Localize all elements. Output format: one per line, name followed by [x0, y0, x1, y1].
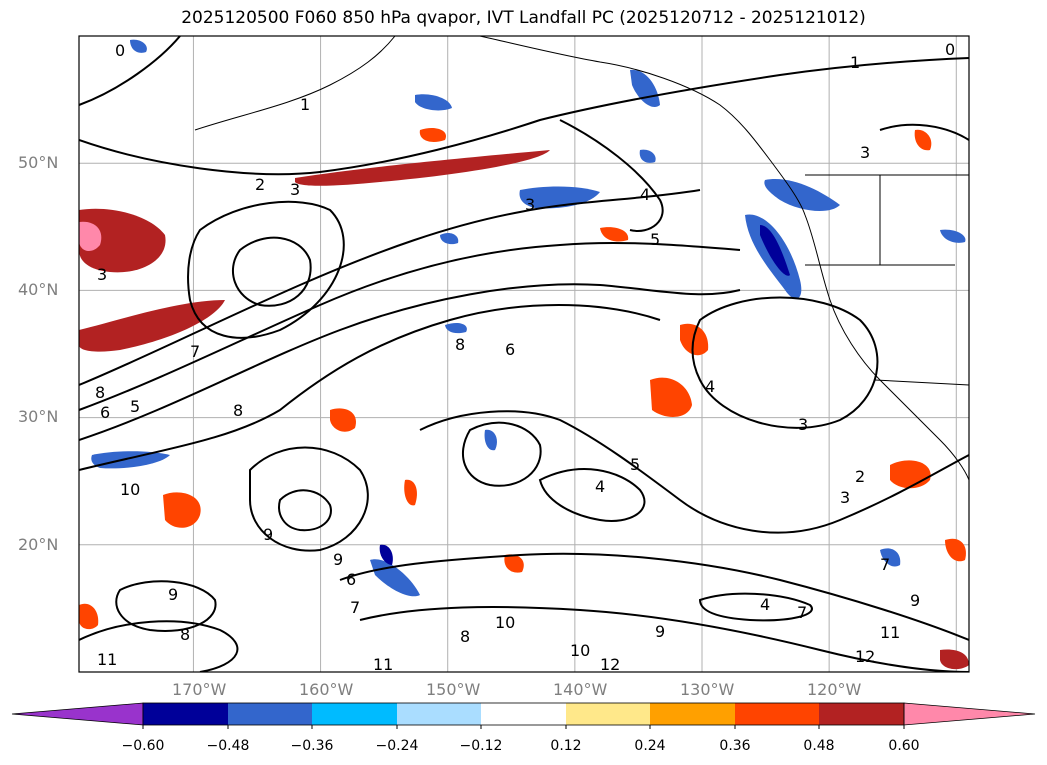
colorbar-segment — [312, 703, 397, 725]
contour-label: 4 — [705, 377, 715, 396]
contour-label: 11 — [97, 650, 117, 669]
contour-label: 4 — [640, 185, 650, 204]
colorbar-segment — [566, 703, 650, 725]
contour-label: 3 — [97, 265, 107, 284]
contour-label: 5 — [130, 397, 140, 416]
contour-label: 11 — [880, 623, 900, 642]
contour-label: 3 — [290, 180, 300, 199]
colorbar-outline — [142, 702, 905, 726]
contour-label: 5 — [650, 230, 660, 249]
contour-label: 2 — [855, 467, 865, 486]
contour-label: 10 — [570, 641, 590, 660]
colorbar-tick-label: 0.24 — [634, 738, 666, 754]
contour-label: 8 — [95, 383, 105, 402]
map-plot-area: 2 3 1 0 3 4 5 6 7 8 8 5 6 8 10 4 3 2 3 5… — [79, 36, 969, 674]
lat-label: 50°N — [18, 153, 59, 172]
contour-label: 9 — [333, 550, 343, 569]
colorbar-extend-low — [11, 702, 144, 726]
colorbar-tick-label: 0.12 — [550, 738, 582, 754]
positive-anomaly-fills — [79, 128, 969, 670]
colorbar-tick-label: −0.24 — [375, 738, 419, 754]
contour-label: 4 — [760, 595, 770, 614]
contour-label: 2 — [255, 175, 265, 194]
lon-label: 140°W — [553, 680, 608, 699]
contour-label: 8 — [180, 625, 190, 644]
contour-label: 1 — [850, 53, 860, 72]
contour-label: 7 — [797, 603, 807, 622]
lon-label: 120°W — [807, 680, 862, 699]
contour-label: 6 — [505, 340, 515, 359]
contour-label: 7 — [350, 598, 360, 617]
contour-label: 10 — [120, 480, 140, 499]
contour-label: 9 — [168, 585, 178, 604]
contour-label: 7 — [190, 342, 200, 361]
gridlines — [79, 36, 969, 672]
contour-label: 11 — [373, 655, 393, 674]
lat-label: 20°N — [18, 535, 59, 554]
plot-title: 2025120500 F060 850 hPa qvapor, IVT Land… — [181, 8, 866, 28]
colorbar-tick-label: −0.12 — [459, 738, 503, 754]
ivt-contours — [79, 36, 969, 672]
contour-label: 12 — [855, 647, 875, 666]
contour-label: 8 — [455, 335, 465, 354]
contour-label: 9 — [910, 591, 920, 610]
contour-label: 4 — [595, 477, 605, 496]
contour-labels: 2 3 1 0 3 4 5 6 7 8 8 5 6 8 10 4 3 2 3 5… — [95, 40, 955, 674]
contour-label: 8 — [460, 627, 470, 646]
lon-label: 130°W — [680, 680, 735, 699]
lat-label: 40°N — [18, 280, 59, 299]
contour-label: 0 — [115, 41, 125, 60]
lon-label: 170°W — [172, 680, 227, 699]
contour-label: 7 — [880, 555, 890, 574]
contour-label: 9 — [655, 622, 665, 641]
coastlines — [194, 36, 969, 481]
lat-label: 30°N — [18, 407, 59, 426]
colorbar-tick-label: −0.36 — [290, 738, 334, 754]
contour-label: 3 — [860, 143, 870, 162]
negative-anomaly-fills — [91, 39, 966, 597]
contour-label: 1 — [300, 95, 310, 114]
contour-label: 3 — [840, 488, 850, 507]
colorbar-segment — [143, 703, 228, 725]
contour-label: 3 — [798, 415, 808, 434]
colorbar-tick-label: 0.60 — [888, 738, 920, 754]
contour-label: 10 — [495, 613, 515, 632]
colorbar-tick-label: −0.48 — [206, 738, 250, 754]
colorbar — [11, 702, 1036, 729]
contour-label: 0 — [945, 40, 955, 59]
colorbar-segment — [819, 703, 904, 725]
lon-label: 150°W — [426, 680, 481, 699]
colorbar-segment — [481, 703, 566, 725]
contour-label: 8 — [233, 401, 243, 420]
colorbar-segment — [735, 703, 819, 725]
contour-label: 5 — [630, 455, 640, 474]
contour-label: 6 — [100, 403, 110, 422]
colorbar-segment — [228, 703, 312, 725]
lon-label: 160°W — [299, 680, 354, 699]
contour-label: 3 — [525, 195, 535, 214]
colorbar-tick-label: 0.36 — [719, 738, 751, 754]
colorbar-extend-high — [903, 702, 1036, 726]
colorbar-segment — [397, 703, 481, 725]
colorbar-segment — [650, 703, 735, 725]
contour-label: 6 — [346, 570, 356, 589]
colorbar-tick-label: 0.48 — [803, 738, 835, 754]
colorbar-tick-label: −0.60 — [121, 738, 165, 754]
map-frame — [78, 35, 970, 673]
contour-label: 12 — [600, 655, 620, 674]
contour-label: 9 — [263, 525, 273, 544]
